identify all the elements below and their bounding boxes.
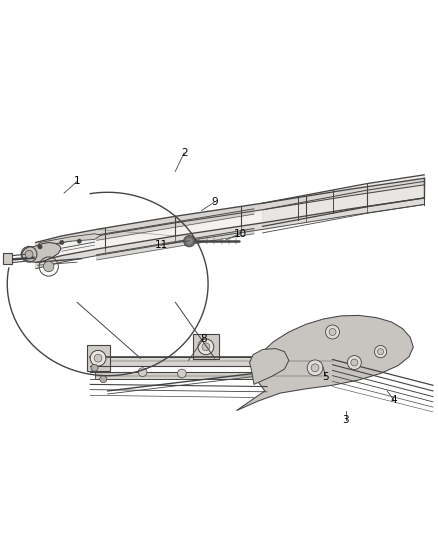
Polygon shape [193, 334, 219, 359]
Text: 3: 3 [343, 415, 349, 425]
Polygon shape [250, 349, 289, 384]
Circle shape [43, 261, 54, 272]
Circle shape [202, 343, 210, 351]
Text: 5: 5 [323, 372, 329, 382]
Circle shape [198, 339, 214, 354]
Circle shape [351, 359, 358, 366]
Circle shape [77, 239, 81, 244]
Circle shape [138, 368, 147, 376]
Text: 2: 2 [181, 148, 187, 158]
Polygon shape [97, 209, 254, 240]
Polygon shape [90, 357, 332, 366]
Polygon shape [35, 179, 424, 249]
Circle shape [91, 364, 98, 372]
Text: 10: 10 [233, 229, 247, 239]
Circle shape [25, 251, 33, 258]
Polygon shape [237, 316, 413, 410]
Polygon shape [35, 179, 424, 262]
Circle shape [186, 238, 192, 244]
Polygon shape [263, 175, 424, 227]
Circle shape [177, 369, 186, 378]
Polygon shape [35, 198, 424, 269]
Circle shape [307, 360, 323, 376]
Circle shape [378, 349, 384, 354]
Circle shape [90, 350, 106, 366]
Polygon shape [97, 229, 254, 260]
Polygon shape [38, 234, 101, 246]
Circle shape [38, 245, 42, 249]
Polygon shape [21, 243, 61, 262]
Circle shape [347, 356, 361, 369]
Text: 1: 1 [74, 176, 81, 187]
Circle shape [374, 345, 387, 358]
Text: 9: 9 [211, 197, 218, 207]
Text: 11: 11 [155, 240, 168, 250]
Circle shape [100, 376, 107, 383]
Polygon shape [87, 345, 110, 372]
Polygon shape [95, 372, 326, 379]
Text: 8: 8 [201, 334, 207, 344]
Circle shape [184, 236, 195, 247]
Circle shape [329, 328, 336, 335]
Polygon shape [3, 253, 12, 264]
Circle shape [325, 325, 339, 339]
Circle shape [94, 354, 102, 362]
Circle shape [60, 240, 64, 245]
Circle shape [311, 364, 319, 372]
Text: 4: 4 [390, 394, 397, 405]
